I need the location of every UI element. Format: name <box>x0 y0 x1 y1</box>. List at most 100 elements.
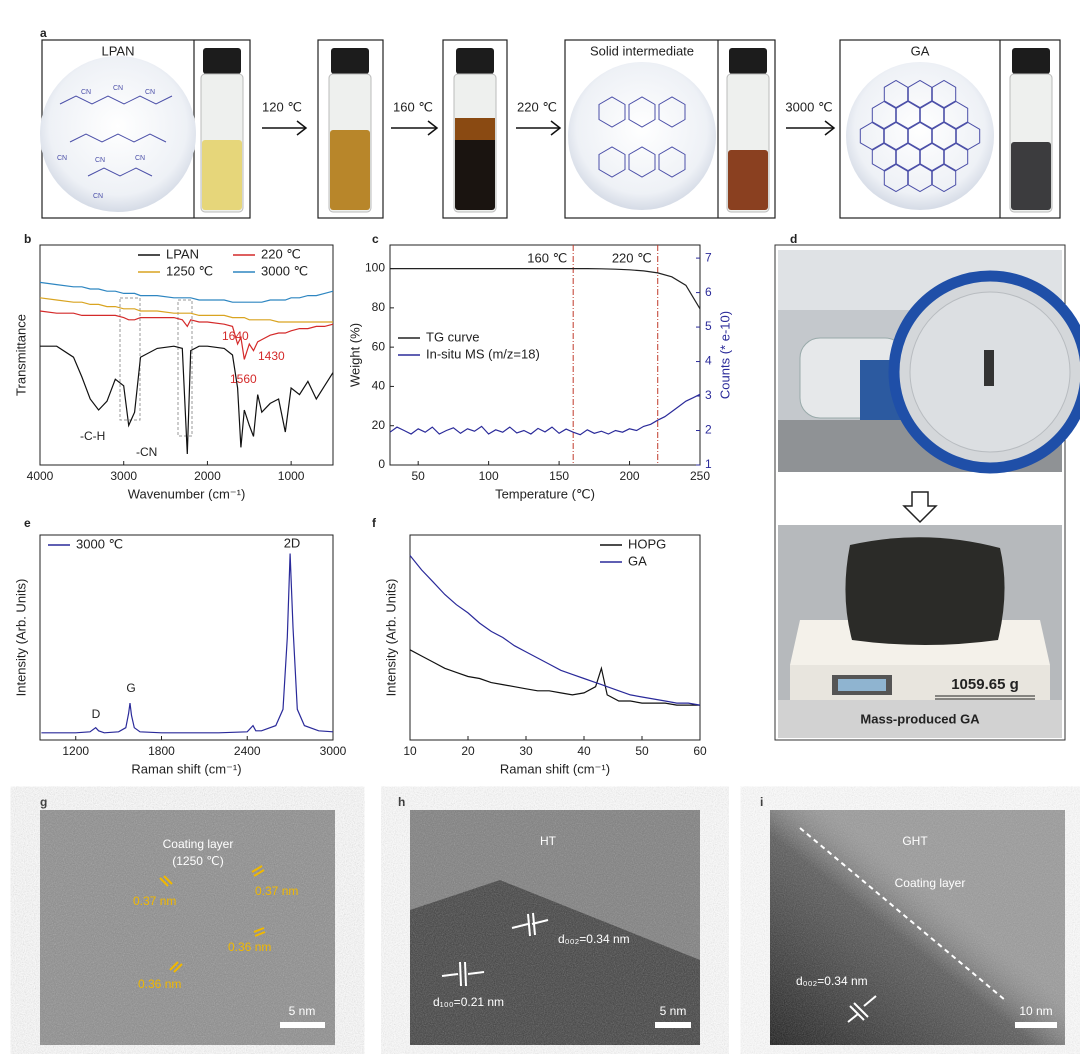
y-tick-label: 20 <box>372 418 386 432</box>
panel-label: h <box>398 795 405 809</box>
plot-frame <box>409 534 701 741</box>
x-tick-label: 50 <box>412 469 426 483</box>
molecule-ring <box>943 100 969 130</box>
legend-label: LPAN <box>166 246 199 261</box>
scale-bar-label: 5 nm <box>289 1004 316 1018</box>
tem-label: d₁₀₀=0.21 nm <box>433 995 504 1009</box>
tem-i: GHT Coating layer d₀₀₂=0.34 nm 10 nm <box>770 810 1065 1045</box>
y2-tick-label: 2 <box>705 423 712 437</box>
marker-label: 160 ℃ <box>527 250 567 265</box>
arrow-label: 220 ℃ <box>517 99 557 114</box>
panel-label: f <box>372 516 377 530</box>
molecule-label: CN <box>81 89 91 96</box>
line-series <box>389 393 701 436</box>
tem-label: d₀₀₂=0.34 nm <box>796 974 868 988</box>
molecule-ring <box>658 146 686 178</box>
molecule-ring <box>931 121 957 151</box>
vial-cap <box>456 48 494 74</box>
line-series <box>41 553 334 734</box>
scale-bar <box>1015 1022 1057 1028</box>
measure-arrows <box>441 912 549 987</box>
scale-bar <box>655 1022 691 1028</box>
molecule-ring <box>628 146 656 178</box>
molecule-ring <box>931 79 957 109</box>
panel-label: g <box>40 795 47 809</box>
tem-label: (1250 ℃) <box>172 854 224 868</box>
arrow-head <box>550 120 562 136</box>
molecule-ring <box>598 96 626 128</box>
plot-frame <box>39 534 334 741</box>
vial-content-top <box>455 118 495 140</box>
y2-tick-label: 5 <box>705 319 712 333</box>
line-series <box>409 649 700 706</box>
molecule-label: CN <box>113 85 123 92</box>
down-arrow <box>902 491 938 524</box>
molecule-ring <box>931 163 957 193</box>
y-axis-label: Intensity (Arb. Units) <box>13 579 28 697</box>
x-tick-label: 1000 <box>278 469 305 483</box>
annotation: 2D <box>284 535 301 550</box>
x-tick-label: 1200 <box>62 744 89 758</box>
legend-label: 1250 ℃ <box>166 263 213 278</box>
panel-label: e <box>24 516 31 530</box>
vial-content <box>202 140 242 210</box>
tem-h: HT d₀₀₂=0.34 nm d₁₀₀=0.21 nm 5 nm <box>410 810 700 1045</box>
panel-label: a <box>40 26 47 40</box>
y-tick-label: 40 <box>372 379 386 393</box>
tem-g: Coating layer (1250 ℃) 0.37 nm 0.37 nm 0… <box>40 810 335 1045</box>
x-tick-label: 2400 <box>234 744 261 758</box>
annotation: 1560 <box>230 372 257 386</box>
y2-tick-label: 1 <box>705 457 712 471</box>
tem-texture <box>410 810 700 1045</box>
molecule-bond <box>69 133 167 143</box>
y-tick-label: 80 <box>372 300 386 314</box>
molecule-label: CN <box>135 155 145 162</box>
scale-bar-label: 5 nm <box>660 1004 687 1018</box>
molecule-label: CN <box>57 155 67 162</box>
box <box>442 39 508 219</box>
box <box>839 39 1061 219</box>
annotation: D <box>92 707 101 721</box>
marker-label: 220 ℃ <box>612 250 652 265</box>
x-axis-label: Raman shift (cm⁻¹) <box>131 761 241 776</box>
box <box>317 39 384 219</box>
tem-label: d₀₀₂=0.34 nm <box>558 932 630 946</box>
fringe-marks <box>159 865 266 973</box>
x-tick-label: 40 <box>577 744 591 758</box>
molecule-ring <box>907 79 933 109</box>
tem-label: Coating layer <box>163 837 234 851</box>
molecule-ring <box>598 146 626 178</box>
tem-texture <box>40 810 335 1045</box>
arrow-head <box>427 120 439 136</box>
x-tick-label: 1800 <box>148 744 175 758</box>
molecule-ring <box>871 142 897 172</box>
scheme-title: GA <box>911 43 930 58</box>
line-series <box>39 281 334 303</box>
tem-label: GHT <box>902 834 928 848</box>
molecule-ring <box>955 121 981 151</box>
handle <box>984 350 994 386</box>
line-series <box>39 297 333 323</box>
molecule-ring <box>628 96 656 128</box>
vial-cap <box>331 48 369 74</box>
molecule-ring <box>919 142 945 172</box>
annotation: -C-H <box>80 429 105 443</box>
bag <box>845 537 1005 645</box>
panel-label: i <box>760 795 763 809</box>
arrow-label: 120 ℃ <box>262 99 302 114</box>
molecule-ring <box>883 79 909 109</box>
molecule-ring <box>895 142 921 172</box>
x-tick-label: 4000 <box>27 469 54 483</box>
molecule-label: CN <box>93 193 103 200</box>
legend-label: TG curve <box>426 329 479 344</box>
y-axis-label: Transmittance <box>13 314 28 396</box>
legend-label: 220 ℃ <box>261 246 301 261</box>
legend-label: 3000 ℃ <box>76 536 123 551</box>
panel-label: c <box>372 232 379 246</box>
tem-label: 0.37 nm <box>133 894 176 908</box>
x-tick-label: 60 <box>693 744 707 758</box>
vial-content <box>455 118 495 210</box>
molecule-bond <box>87 167 153 177</box>
x-axis-label: Raman shift (cm⁻¹) <box>500 761 610 776</box>
